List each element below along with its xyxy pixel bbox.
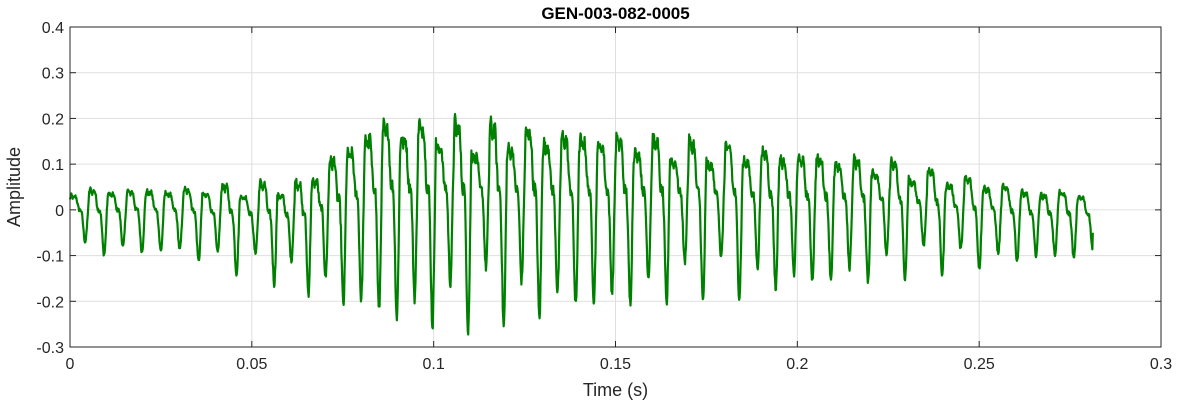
x-tick-label: 0 xyxy=(66,356,75,373)
x-tick-label: 0.15 xyxy=(600,356,631,373)
y-tick-label: -0.3 xyxy=(36,340,64,357)
y-tick-label: -0.1 xyxy=(36,249,64,266)
y-tick-label: -0.2 xyxy=(36,294,64,311)
y-tick-label: 0.3 xyxy=(42,66,64,83)
x-tick-label: 0.25 xyxy=(964,356,995,373)
tick-layer: 0 0.05 0.1 0.15 0.2 0.25 0.3 -0.3 -0.2 -0.1 0 0.1 0.… xyxy=(36,20,1172,373)
y-axis-label: Amplitude xyxy=(4,147,24,227)
x-tick-label: 0.2 xyxy=(786,356,808,373)
x-axis-label: Time (s) xyxy=(583,380,648,400)
x-tick-label: 0.3 xyxy=(1150,356,1172,373)
y-tick-label: 0.1 xyxy=(42,157,64,174)
chart-title: GEN-003-082-0005 xyxy=(541,4,689,23)
x-tick-label: 0.05 xyxy=(236,356,267,373)
y-tick-label: 0.2 xyxy=(42,111,64,128)
series-line xyxy=(68,112,1094,336)
line-layer xyxy=(68,112,1094,336)
x-tick-label: 0.1 xyxy=(423,356,445,373)
y-tick-label: 0 xyxy=(55,203,64,220)
plot-area: 0 0.05 0.1 0.15 0.2 0.25 0.3 -0.3 -0.2 -0.1 0 0.1 0.… xyxy=(36,20,1172,373)
y-tick-label: 0.4 xyxy=(42,20,64,37)
